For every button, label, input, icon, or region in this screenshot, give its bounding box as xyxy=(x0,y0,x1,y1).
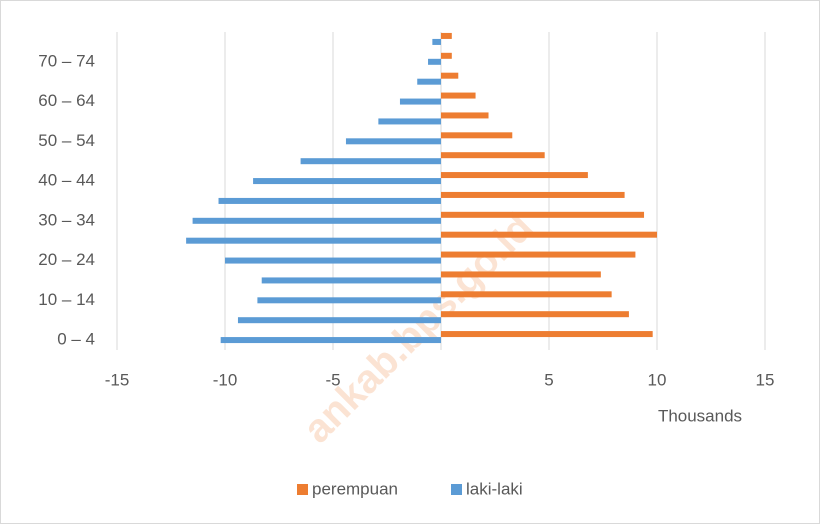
bar xyxy=(225,257,441,264)
bar xyxy=(345,138,441,145)
bar xyxy=(192,217,441,224)
x-tick-label: -15 xyxy=(105,370,130,389)
y-tick-label: 20 – 24 xyxy=(38,250,95,269)
bar xyxy=(441,291,612,298)
x-axis-label: Thousands xyxy=(658,406,742,425)
y-tick-label: 40 – 44 xyxy=(38,171,95,190)
y-tick-label: 60 – 64 xyxy=(38,91,95,110)
bar xyxy=(237,317,441,324)
bar xyxy=(441,211,645,218)
y-tick-label: 30 – 34 xyxy=(38,210,95,229)
bar xyxy=(441,72,459,79)
legend-label: perempuan xyxy=(312,479,398,498)
bar xyxy=(186,237,441,244)
x-tick-label: 15 xyxy=(756,370,775,389)
y-tick-label: 10 – 14 xyxy=(38,290,95,309)
bar xyxy=(300,158,441,165)
bar xyxy=(441,271,601,278)
bar xyxy=(257,297,441,304)
bar xyxy=(399,98,441,105)
y-tick-label: 50 – 54 xyxy=(38,131,95,150)
y-tick-label: 0 – 4 xyxy=(57,330,95,349)
bar xyxy=(261,277,441,284)
bar xyxy=(441,311,629,318)
bar xyxy=(441,52,452,59)
bar xyxy=(441,191,625,198)
bar xyxy=(441,172,588,179)
bar xyxy=(441,112,489,119)
bar xyxy=(432,38,441,45)
bar xyxy=(378,118,441,125)
bar xyxy=(417,78,441,85)
bar xyxy=(253,178,441,185)
legend-swatch xyxy=(297,484,308,495)
x-tick-label: -10 xyxy=(213,370,238,389)
bar xyxy=(218,197,441,204)
legend-label: laki-laki xyxy=(466,479,523,498)
x-tick-label: 5 xyxy=(544,370,553,389)
legend-swatch xyxy=(451,484,462,495)
x-tick-label: 10 xyxy=(648,370,667,389)
bar xyxy=(441,132,513,139)
y-tick-label: 70 – 74 xyxy=(38,51,95,70)
bar xyxy=(441,231,657,238)
x-tick-label: -5 xyxy=(325,370,340,389)
bar xyxy=(441,331,653,338)
bar xyxy=(441,92,476,99)
bar xyxy=(441,251,636,258)
bar xyxy=(428,58,441,65)
bar xyxy=(441,32,452,39)
bar xyxy=(441,152,545,159)
bar xyxy=(220,337,441,344)
